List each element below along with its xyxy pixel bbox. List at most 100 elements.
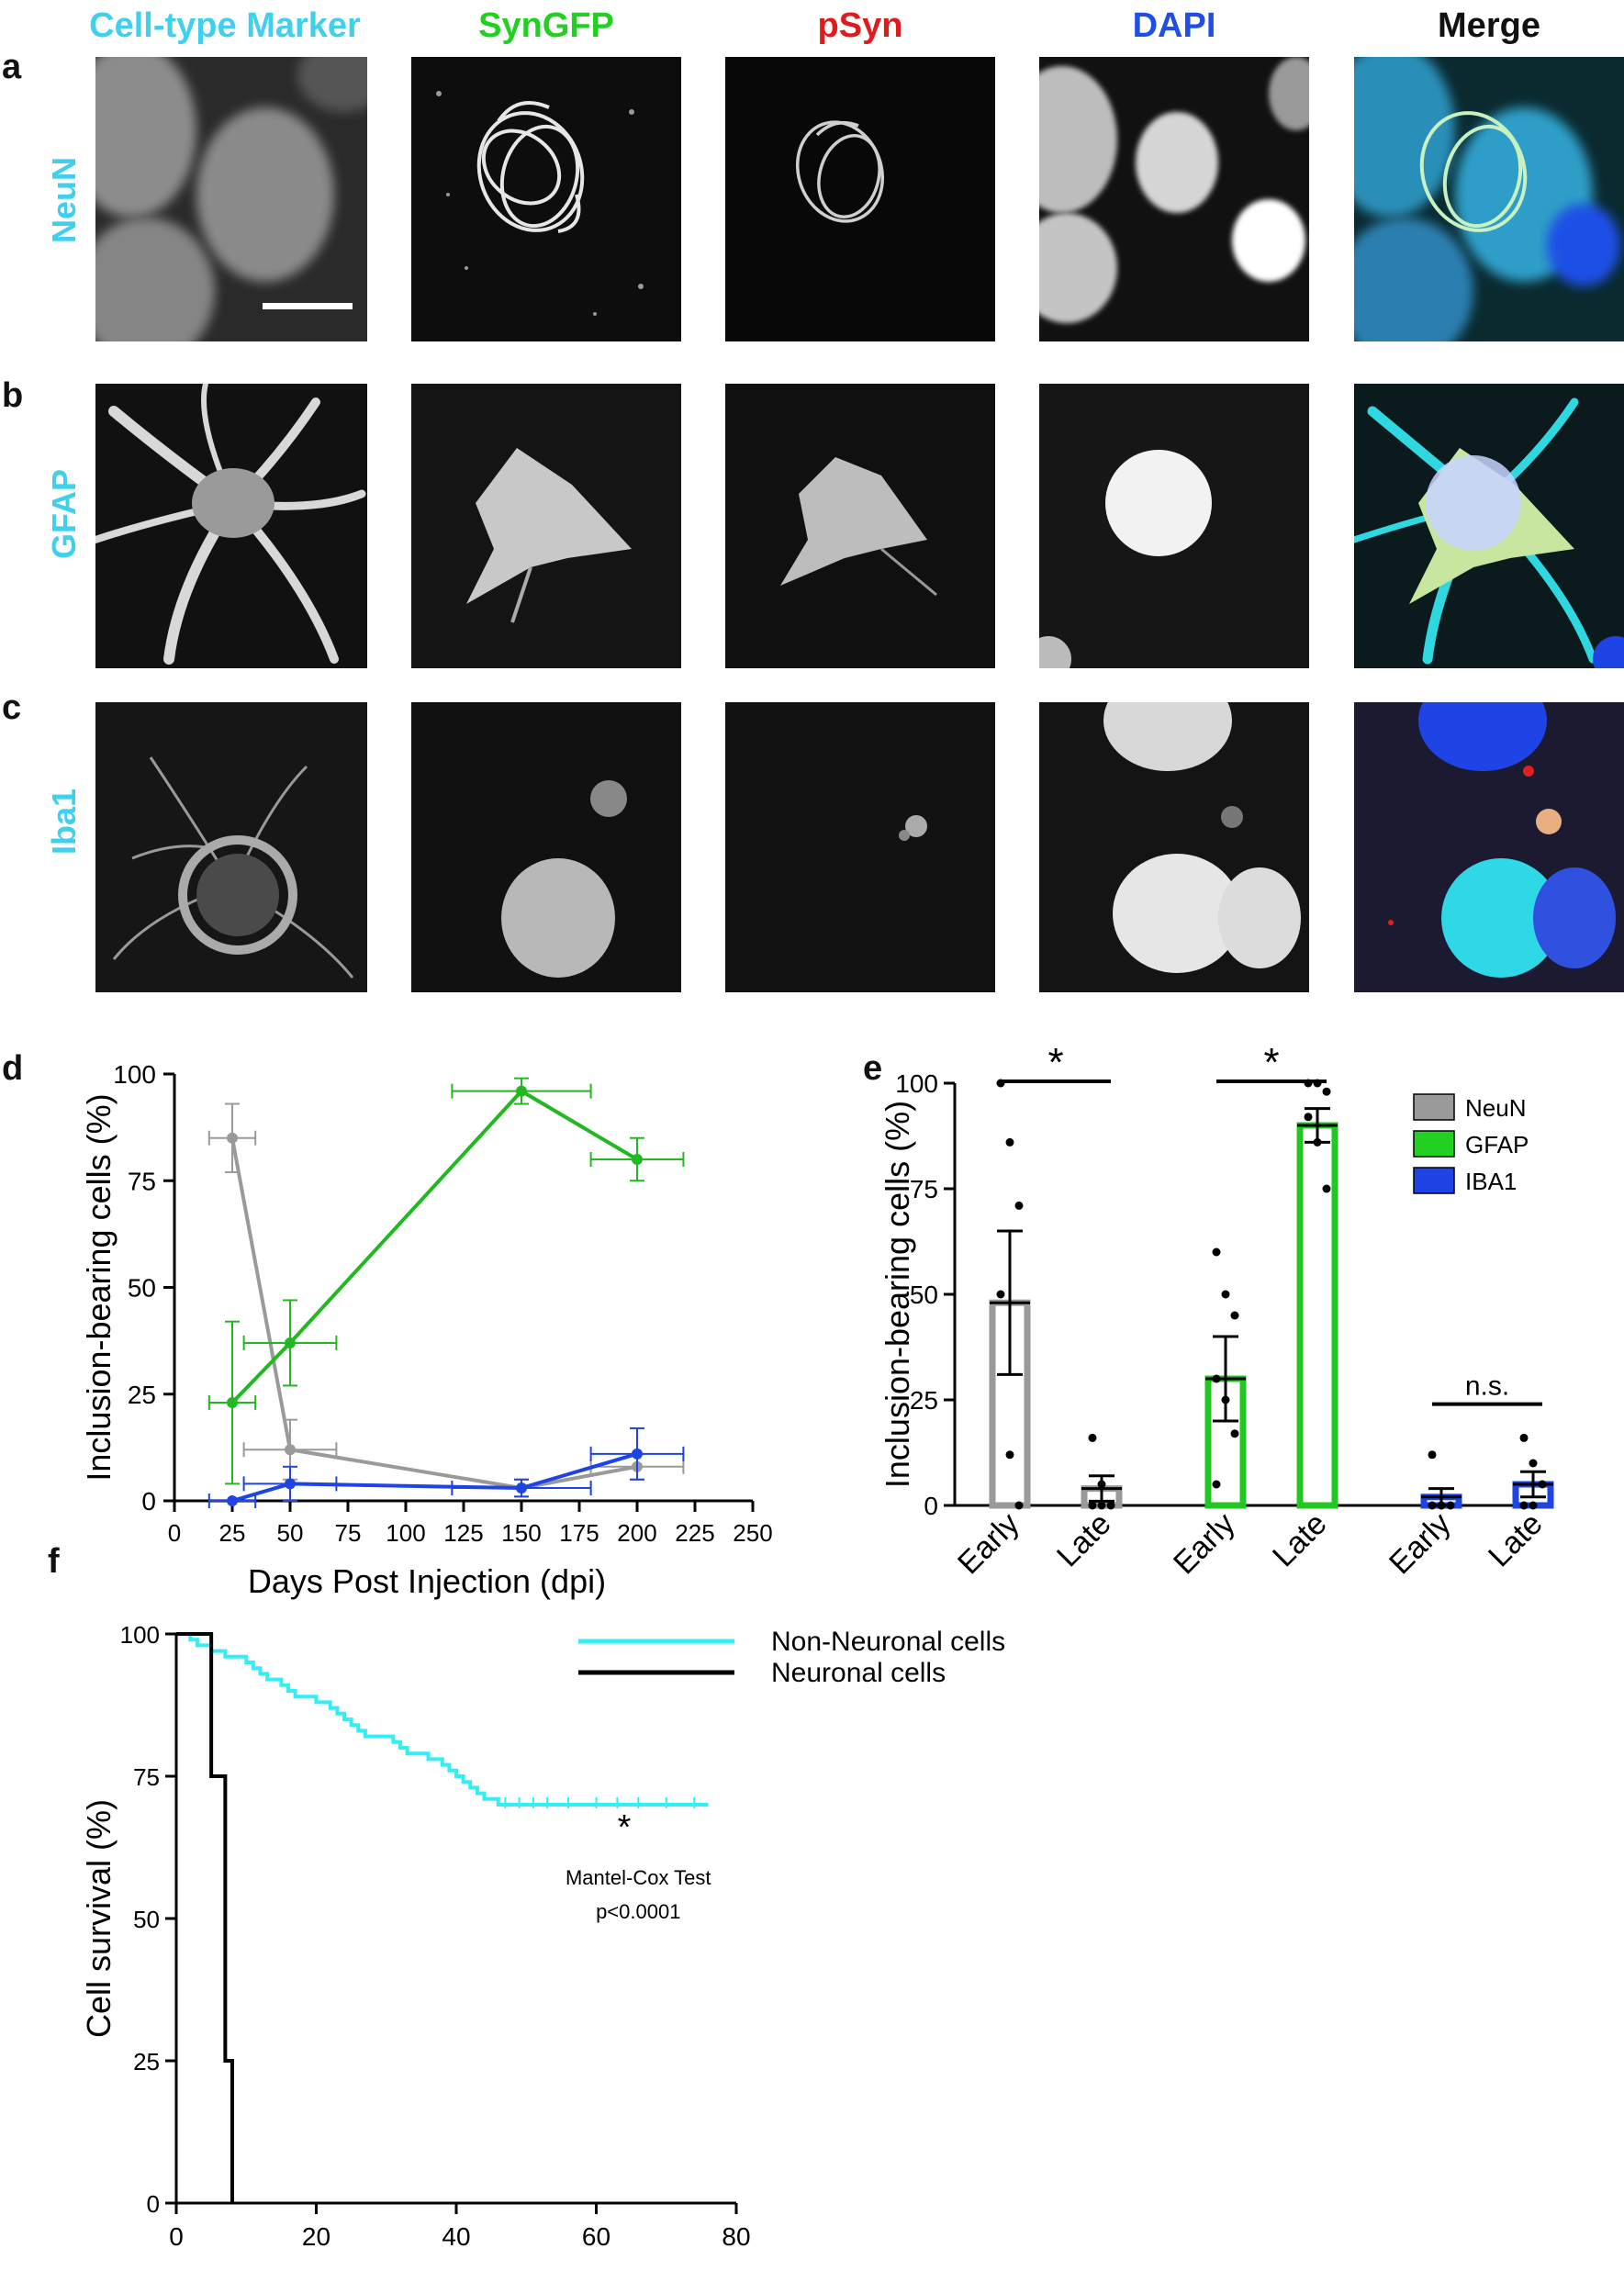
micrograph-a-marker bbox=[95, 57, 367, 341]
y-axis-label: Cell survival (%) bbox=[80, 1799, 118, 2038]
x-tick-label: 0 bbox=[169, 2222, 184, 2251]
data-dot bbox=[1538, 1480, 1547, 1489]
bar bbox=[1296, 1122, 1338, 1509]
data-dot bbox=[1005, 1137, 1014, 1147]
y-tick-label: 25 bbox=[133, 2048, 160, 2075]
panel-label-a: a bbox=[2, 48, 22, 86]
chart-d: 0 25 50 75 100 0 25 50 75 100 125 150 175 200 225 250 Da… bbox=[80, 1060, 773, 1600]
y-tick-label: 0 bbox=[147, 2190, 160, 2218]
x-category-label: Late bbox=[1266, 1506, 1334, 1574]
data-dot bbox=[1221, 1290, 1230, 1299]
legend-label: Neuronal cells bbox=[771, 1658, 946, 1688]
data-dot bbox=[1212, 1374, 1221, 1383]
x-tick-label: 175 bbox=[559, 1519, 599, 1547]
col-header-marker: Cell-type Marker bbox=[89, 6, 361, 45]
y-tick-label: 75 bbox=[910, 1175, 938, 1203]
y-axis-label: Inclusion-bearing cells (%) bbox=[881, 1101, 916, 1488]
panel-label-c: c bbox=[2, 688, 22, 727]
scale-bar bbox=[263, 303, 353, 309]
data-dot bbox=[1428, 1450, 1437, 1460]
data-dot bbox=[1519, 1501, 1529, 1510]
test-name: Mantel-Cox Test bbox=[566, 1866, 711, 1889]
data-dot bbox=[1014, 1201, 1024, 1210]
micrograph-b-marker bbox=[95, 384, 367, 668]
micrograph-a-dapi bbox=[1039, 57, 1309, 341]
data-dot bbox=[1212, 1247, 1221, 1257]
micrograph-a-merge bbox=[1354, 57, 1624, 341]
data-point bbox=[516, 1085, 527, 1097]
micrograph-b-syngfp bbox=[411, 384, 681, 668]
micrograph-c-psyn bbox=[725, 702, 995, 992]
data-dot bbox=[1437, 1501, 1446, 1510]
legend-swatch bbox=[1413, 1093, 1455, 1121]
data-dot bbox=[1097, 1480, 1106, 1489]
survival-curve bbox=[176, 1632, 709, 1807]
data-dot bbox=[1322, 1184, 1331, 1193]
data-point bbox=[632, 1154, 643, 1165]
x-tick-label: 250 bbox=[733, 1519, 772, 1547]
x-tick-label: 50 bbox=[277, 1519, 304, 1547]
data-dot bbox=[1212, 1480, 1221, 1489]
col-header-syngfp: SynGFP bbox=[478, 6, 614, 45]
y-tick-label: 100 bbox=[895, 1069, 938, 1098]
data-point bbox=[285, 1478, 296, 1490]
legend-label: GFAP bbox=[1465, 1131, 1529, 1158]
x-tick-label: 20 bbox=[302, 2222, 330, 2251]
x-category-label: Early bbox=[1383, 1506, 1458, 1582]
panel-label-e: e bbox=[863, 1049, 883, 1088]
x-tick-label: 25 bbox=[219, 1519, 246, 1547]
micrograph-b-dapi bbox=[1039, 384, 1309, 668]
micrograph-c-merge bbox=[1354, 702, 1624, 992]
micrograph-a-psyn bbox=[725, 57, 995, 341]
data-dot bbox=[1313, 1137, 1322, 1147]
chart-e: 0 25 50 75 100 Inclusion-bearing cells (%) Ear… bbox=[881, 1040, 1554, 1582]
y-tick-label: 100 bbox=[120, 1621, 160, 1649]
x-tick-label: 150 bbox=[501, 1519, 541, 1547]
legend-swatch bbox=[1413, 1130, 1455, 1158]
p-value: p<0.0001 bbox=[596, 1900, 680, 1923]
micrograph-c-syngfp bbox=[411, 702, 681, 992]
data-dot bbox=[996, 1290, 1005, 1299]
y-tick-label: 25 bbox=[128, 1381, 156, 1409]
x-category-label: Late bbox=[1482, 1506, 1550, 1574]
data-point bbox=[516, 1482, 527, 1494]
y-tick-label: 50 bbox=[128, 1274, 156, 1303]
x-tick-label: 0 bbox=[168, 1519, 181, 1547]
x-tick-label: 40 bbox=[442, 2222, 470, 2251]
data-dot bbox=[1519, 1433, 1529, 1442]
x-tick-label: 225 bbox=[675, 1519, 714, 1547]
col-header-dapi: DAPI bbox=[1132, 6, 1216, 45]
data-dot bbox=[1230, 1311, 1239, 1320]
x-tick-label: 200 bbox=[617, 1519, 656, 1547]
x-tick-label: 100 bbox=[386, 1519, 425, 1547]
panel-label-d: d bbox=[2, 1049, 24, 1088]
data-dot bbox=[1230, 1429, 1239, 1438]
col-header-psyn: pSyn bbox=[817, 6, 903, 45]
x-tick-label: 80 bbox=[722, 2222, 750, 2251]
micrograph-b-psyn bbox=[725, 384, 995, 668]
data-dot bbox=[1106, 1501, 1115, 1510]
data-dot bbox=[1014, 1501, 1024, 1510]
x-category-label: Early bbox=[1167, 1506, 1242, 1582]
data-dot bbox=[1428, 1501, 1437, 1510]
chart-f: 0255075100020406080Age of Inclusion (Day… bbox=[80, 1621, 1005, 2251]
y-tick-label: 50 bbox=[910, 1281, 938, 1309]
data-point bbox=[227, 1397, 238, 1409]
data-point bbox=[227, 1495, 238, 1506]
data-point bbox=[285, 1337, 296, 1348]
micrograph-c-dapi bbox=[1039, 702, 1309, 992]
row-label-neun: NeuN bbox=[45, 157, 83, 244]
survival-curve bbox=[176, 1632, 234, 2203]
data-dot bbox=[1097, 1501, 1106, 1510]
data-point bbox=[632, 1448, 643, 1460]
y-tick-label: 50 bbox=[133, 1906, 160, 1933]
series-line bbox=[230, 1089, 639, 1404]
data-point bbox=[285, 1444, 296, 1456]
y-tick-label: 25 bbox=[910, 1386, 938, 1415]
series-line bbox=[230, 1137, 638, 1491]
legend-label: Non-Neuronal cells bbox=[771, 1627, 1005, 1657]
y-tick-label: 100 bbox=[113, 1060, 156, 1089]
x-tick-label: 60 bbox=[582, 2222, 610, 2251]
x-axis-label: Days Post Injection (dpi) bbox=[248, 1562, 606, 1600]
y-tick-label: 75 bbox=[128, 1167, 156, 1195]
